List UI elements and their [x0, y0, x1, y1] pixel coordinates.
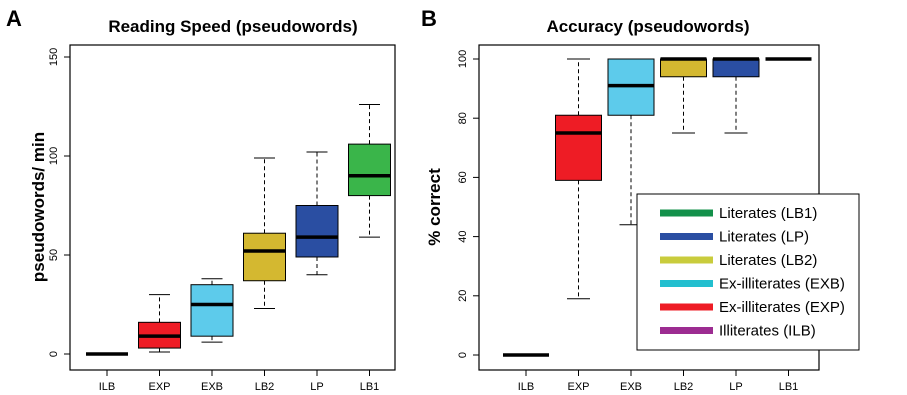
box-exb — [190, 278, 234, 343]
panel-a-boxes — [86, 104, 391, 356]
legend-label: Literates (LB1) — [719, 205, 817, 222]
y-tick-label: 60 — [457, 171, 469, 183]
x-tick-label: EXB — [201, 381, 223, 393]
panel-a-y-axis-label: pseudowords/ min — [29, 132, 48, 282]
box-body — [555, 114, 602, 181]
legend-label: Literates (LP) — [719, 229, 809, 246]
x-tick-label: LP — [729, 381, 742, 393]
box-body — [243, 232, 286, 282]
x-tick-label: LP — [310, 381, 323, 393]
box-body — [712, 58, 760, 78]
panel-b-letter: B — [421, 6, 437, 31]
panel-a-x-axis: ILB EXP EXB LB2 LP LB1 — [99, 370, 380, 393]
panel-b-y-axis: 0 20 40 60 80 100 — [457, 50, 479, 358]
x-tick-label: ILB — [518, 381, 535, 393]
box-exp — [138, 294, 181, 353]
y-tick-label: 80 — [457, 112, 469, 124]
box-body — [295, 205, 339, 258]
legend: Literates (LB1) Literates (LP) Literates (… — [636, 193, 860, 351]
box-body — [190, 284, 234, 337]
legend-label: Literates (LB2) — [719, 252, 817, 269]
legend-label: Ex-illiterates (EXP) — [719, 299, 845, 316]
x-tick-label: EXB — [620, 381, 642, 393]
y-tick-label: 150 — [48, 48, 60, 66]
panel-a-title: Reading Speed (pseudowords) — [108, 17, 357, 36]
panel-b-y-axis-label: % correct — [425, 168, 444, 246]
y-tick-label: 20 — [457, 290, 469, 302]
panel-a-y-axis: 0 50 100 150 — [48, 48, 70, 357]
y-tick-label: 0 — [48, 351, 60, 357]
x-tick-label: LB1 — [360, 381, 380, 393]
panel-a-plot-frame — [69, 44, 396, 371]
legend-label: Illiterates (ILB) — [719, 323, 816, 340]
box-exb — [607, 58, 655, 226]
legend-label: Ex-illiterates (EXB) — [719, 276, 845, 293]
box-body — [660, 58, 707, 78]
box-lb2 — [660, 57, 707, 134]
box-lb2 — [243, 157, 286, 309]
x-tick-label: EXP — [567, 381, 589, 393]
y-tick-label: 100 — [457, 50, 469, 68]
panel-b-accuracy: B Accuracy (pseudowords) % correct 0 20 40… — [421, 6, 860, 393]
y-tick-label: 50 — [48, 249, 60, 261]
box-body — [348, 143, 391, 197]
legend-box — [636, 193, 860, 351]
x-tick-label: LB2 — [255, 381, 275, 393]
y-tick-label: 100 — [48, 147, 60, 165]
panel-a-reading-speed: A Reading Speed (pseudowords) pseudoword… — [6, 6, 396, 393]
box-lp — [295, 151, 339, 276]
panel-b-title: Accuracy (pseudowords) — [546, 17, 749, 36]
y-tick-label: 0 — [457, 352, 469, 358]
x-tick-label: LB1 — [779, 381, 799, 393]
x-tick-label: EXP — [148, 381, 170, 393]
box-exp — [555, 58, 602, 300]
box-lb1 — [348, 104, 391, 238]
panel-b-boxes — [503, 57, 812, 357]
x-tick-label: LB2 — [674, 381, 694, 393]
box-lp — [712, 57, 760, 134]
panel-b-x-axis: ILB EXP EXB LB2 LP LB1 — [518, 370, 799, 393]
y-tick-label: 40 — [457, 230, 469, 242]
x-tick-label: ILB — [99, 381, 116, 393]
panel-a-letter: A — [6, 6, 22, 31]
